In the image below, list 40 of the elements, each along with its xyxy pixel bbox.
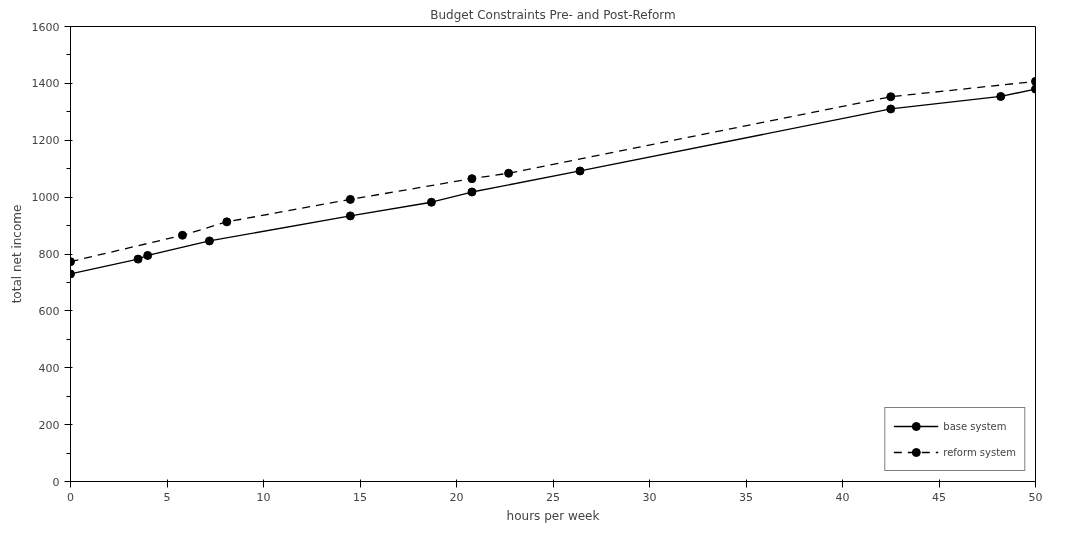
x-tick-label: 0: [67, 490, 74, 504]
chart-title: Budget Constraints Pre- and Post-Reform: [430, 7, 676, 22]
y-axis-title: total net income: [9, 204, 24, 304]
point: [426, 197, 436, 207]
point: [222, 217, 232, 227]
point: [204, 236, 214, 246]
y-tick-label: 1200: [31, 134, 60, 148]
y-tick-label: 400: [38, 361, 60, 375]
x-tick-label: 20: [449, 490, 464, 504]
y-tick-label: 1000: [31, 191, 60, 205]
x-tick-label: 30: [642, 490, 657, 504]
x-tick-label: 50: [1028, 490, 1043, 504]
point: [143, 250, 153, 260]
y-tick-label: 600: [38, 304, 60, 318]
x-tick-label: 35: [739, 490, 753, 504]
x-tick-label: 15: [353, 490, 367, 504]
point: [345, 211, 355, 221]
x-tick-label: 45: [932, 490, 946, 504]
point: [467, 174, 477, 184]
y-tick-label: 0: [52, 475, 60, 489]
point: [996, 91, 1006, 101]
y-tick-label: 1400: [31, 77, 60, 91]
y-tick-label: 800: [38, 248, 60, 261]
point: [133, 254, 143, 264]
legend-label: reform system: [943, 446, 1016, 458]
point: [345, 194, 355, 204]
x-tick-label: 10: [256, 490, 271, 504]
x-tick-label: 25: [546, 490, 560, 504]
x-tick-label: 40: [835, 490, 850, 504]
point: [177, 230, 187, 240]
point: [504, 168, 514, 178]
legend-label: base system: [943, 420, 1007, 432]
point: [467, 187, 477, 197]
point: [575, 166, 585, 176]
point: [886, 104, 896, 114]
y-tick-label: 1600: [31, 20, 60, 34]
x-axis-title: hours per week: [506, 508, 600, 523]
y-tick-label: 200: [38, 418, 60, 432]
point: [886, 92, 896, 102]
x-tick-label: 5: [163, 490, 171, 504]
